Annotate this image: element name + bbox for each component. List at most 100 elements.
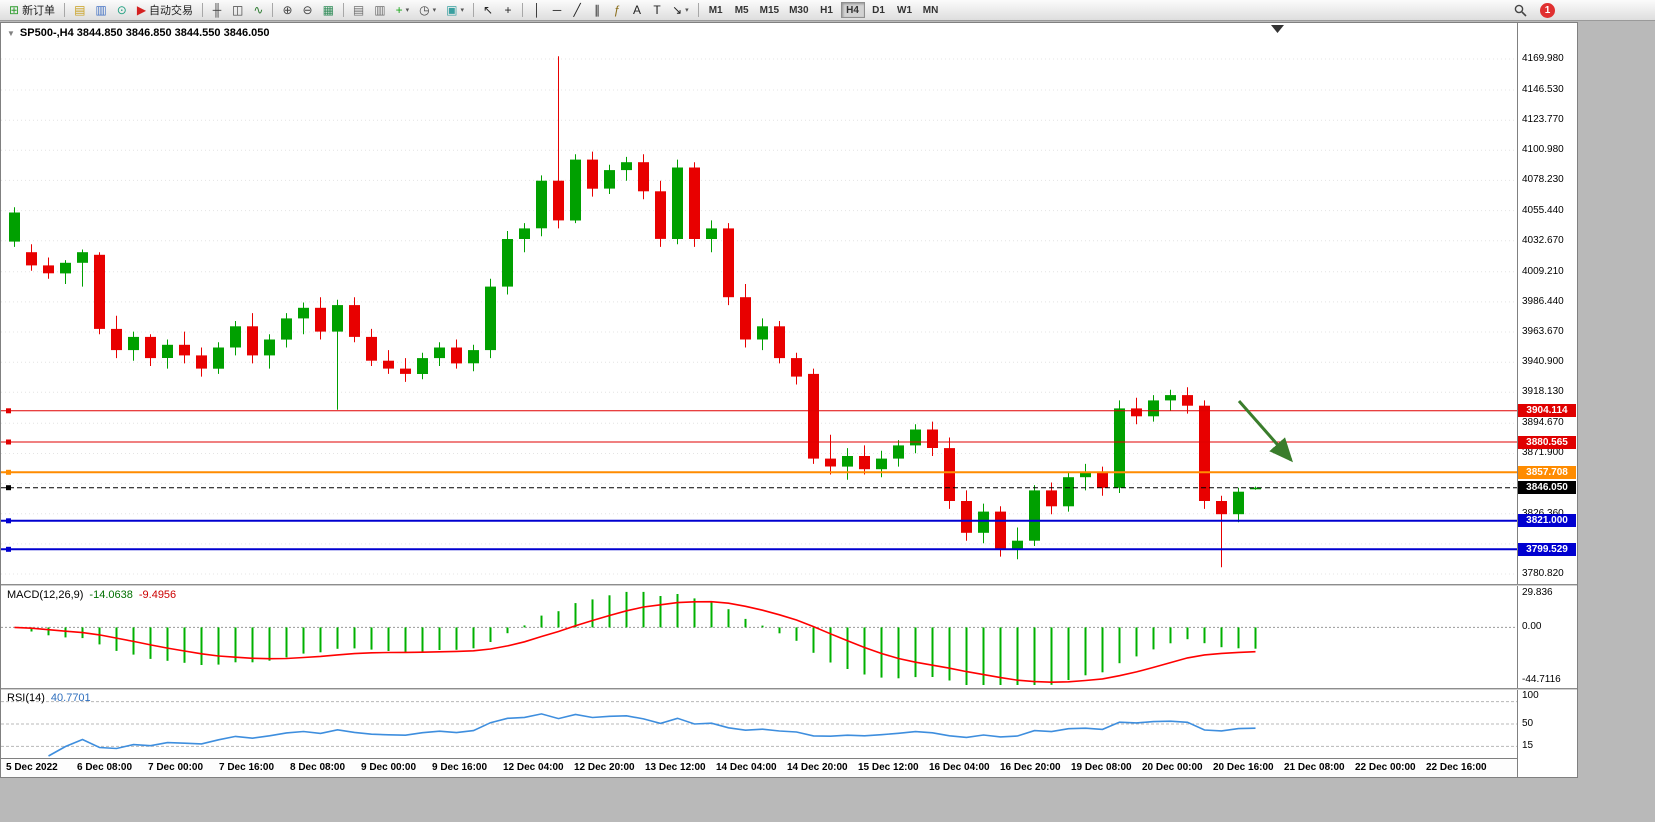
candle-body xyxy=(706,228,717,239)
candle-body xyxy=(587,159,598,189)
price-axis-label: 4123.770 xyxy=(1522,114,1564,126)
candle-body xyxy=(298,307,309,319)
timeframe-m5[interactable]: M5 xyxy=(734,4,749,16)
chart-window-icon[interactable]: ▥ xyxy=(370,2,389,19)
fibonacci-icon[interactable]: ƒ xyxy=(608,2,626,19)
price-axis-label: 4100.980 xyxy=(1522,144,1564,156)
search-icon[interactable] xyxy=(1510,2,1531,19)
line-handle[interactable] xyxy=(6,546,11,552)
one-click-trading-toggle[interactable]: ▼ xyxy=(7,28,15,38)
candle-body xyxy=(1250,487,1261,490)
crosshair-icon[interactable]: + xyxy=(499,2,517,19)
chart-window: ▼ SP500-,H4 3844.850 3846.850 3844.550 3… xyxy=(0,22,1578,778)
candle-body xyxy=(230,326,241,348)
chart-shift-marker[interactable] xyxy=(1271,25,1284,33)
candle-body xyxy=(757,326,768,340)
ohlc-bars-icon: ╫ xyxy=(212,3,222,17)
timeframe-m15[interactable]: M15 xyxy=(759,4,780,16)
panel-divider[interactable] xyxy=(1,688,1577,690)
line-handle[interactable] xyxy=(6,408,11,414)
line-chart-icon[interactable]: ∿ xyxy=(249,2,267,19)
add-indicator-button[interactable]: + ▾ xyxy=(392,2,414,19)
candlestick-icon[interactable]: ◫ xyxy=(228,2,247,19)
new-order-button-label: 新订单 xyxy=(22,5,56,17)
trend-arrow-annotation[interactable] xyxy=(1237,400,1293,463)
trendline-icon[interactable]: ╱ xyxy=(568,2,586,19)
periods-button[interactable]: ◷ ▾ xyxy=(415,2,440,19)
time-axis-label: 9 Dec 16:00 xyxy=(432,762,488,773)
profiles-icon[interactable]: ▥ xyxy=(91,2,110,19)
candle-body xyxy=(502,239,513,287)
candle-body xyxy=(349,305,360,337)
line-handle[interactable] xyxy=(6,469,11,475)
price-axis-label: 4009.210 xyxy=(1522,265,1564,277)
candle-body xyxy=(434,347,445,359)
autotrading-button: ▶ xyxy=(136,3,147,17)
timeframe-mn[interactable]: MN xyxy=(922,4,939,16)
new-chart-icon[interactable]: ▤ xyxy=(70,2,89,19)
text-icon[interactable]: A xyxy=(628,2,646,19)
time-axis-label: 22 Dec 00:00 xyxy=(1355,762,1416,773)
candle-body xyxy=(672,167,683,239)
toolbar-separator xyxy=(522,3,524,17)
toolbar-left-groups: ⊞ 新订单 ▤ ▥ ⊙ ▶ 自动交易 ╫ ◫ ∿ ⊕ ⊖ ▦ ▤ ▥ + ▾ ◷ ▾ ▣ ▾ ↖ + │ ─ ╱ ∥ ƒ A T ↘ ▾ xyxy=(4,2,694,19)
line-handle[interactable] xyxy=(6,439,11,445)
timeframe-h1[interactable]: H1 xyxy=(820,4,833,16)
new-order-button[interactable]: ⊞ 新订单 xyxy=(5,2,59,19)
template-button[interactable]: ▣ ▾ xyxy=(442,2,468,19)
time-axis-label: 8 Dec 08:00 xyxy=(290,762,346,773)
time-axis-label: 20 Dec 00:00 xyxy=(1142,762,1203,773)
candle-body xyxy=(553,180,564,221)
price-axis-label: 3986.440 xyxy=(1522,295,1564,307)
price-axis-label: 4169.980 xyxy=(1522,53,1564,64)
rsi-panel[interactable] xyxy=(1,690,1517,758)
autotrading-button[interactable]: ▶ 自动交易 xyxy=(133,2,197,19)
zoom-out-icon[interactable]: ⊖ xyxy=(299,2,317,19)
toolbar: ⊞ 新订单 ▤ ▥ ⊙ ▶ 自动交易 ╫ ◫ ∿ ⊕ ⊖ ▦ ▤ ▥ + ▾ ◷ ▾ ▣ ▾ ↖ + │ ─ ╱ ∥ ƒ A T ↘ ▾ M1… xyxy=(0,0,1655,21)
ohlc-bars-icon[interactable]: ╫ xyxy=(208,2,226,19)
candle-body xyxy=(1114,408,1125,488)
macd-panel[interactable] xyxy=(1,586,1517,688)
market-watch-icon[interactable]: ⊙ xyxy=(113,2,131,19)
candle-body xyxy=(1012,540,1023,549)
tile-windows-icon[interactable]: ▦ xyxy=(319,2,338,19)
candle-body xyxy=(281,318,292,340)
timeframe-h4[interactable]: H4 xyxy=(840,2,865,18)
time-axis-label: 16 Dec 20:00 xyxy=(1000,762,1061,773)
horizontal-line-icon[interactable]: ─ xyxy=(548,2,566,19)
candle-body xyxy=(179,344,190,356)
cursor-icon[interactable]: ↖ xyxy=(479,2,497,19)
chart-window-icon: ▥ xyxy=(374,3,386,17)
candle-body xyxy=(1063,477,1074,507)
price-axis-label: 3918.130 xyxy=(1522,386,1564,398)
timeframe-m30[interactable]: M30 xyxy=(789,4,809,16)
macd-signal-value: -9.4956 xyxy=(138,589,177,601)
timeframe-w1[interactable]: W1 xyxy=(897,4,913,16)
candle-body xyxy=(893,445,904,459)
zoom-in-icon[interactable]: ⊕ xyxy=(278,2,296,19)
notification-badge[interactable]: 1 xyxy=(1540,2,1555,18)
panel-divider[interactable] xyxy=(1,584,1577,586)
price-level-tag-3857.708: 3857.708 xyxy=(1518,465,1576,479)
timeframe-m1[interactable]: M1 xyxy=(708,4,723,16)
price-axis-label: 3826.360 xyxy=(1522,507,1564,519)
time-axis[interactable]: 5 Dec 2022 6 Dec 08:00 7 Dec 00:00 7 Dec 16… xyxy=(1,758,1517,777)
indicator-window-icon[interactable]: ▤ xyxy=(349,2,368,19)
timeframe-d1[interactable]: D1 xyxy=(872,4,885,16)
cursor-icon: ↖ xyxy=(483,3,494,17)
candle-body xyxy=(196,355,207,369)
candlestick-chart[interactable] xyxy=(1,23,1517,584)
price-axis-label: 3780.820 xyxy=(1522,568,1564,579)
line-handle[interactable] xyxy=(6,518,11,524)
candle-body xyxy=(417,358,428,374)
arrows-button[interactable]: ↘ ▾ xyxy=(668,2,693,19)
price-axis-label: 4146.530 xyxy=(1522,84,1564,96)
candle-body xyxy=(213,347,224,369)
text-label-icon[interactable]: T xyxy=(648,2,666,19)
candle-body xyxy=(961,501,972,533)
tile-windows-icon: ▦ xyxy=(322,3,334,17)
vertical-line-icon[interactable]: │ xyxy=(528,2,546,19)
equidistant-channel-icon[interactable]: ∥ xyxy=(588,2,606,19)
price-axis[interactable]: 4169.980 4146.530 4123.770 4100.980 4078.230… xyxy=(1517,23,1577,777)
candle-body xyxy=(876,458,887,470)
